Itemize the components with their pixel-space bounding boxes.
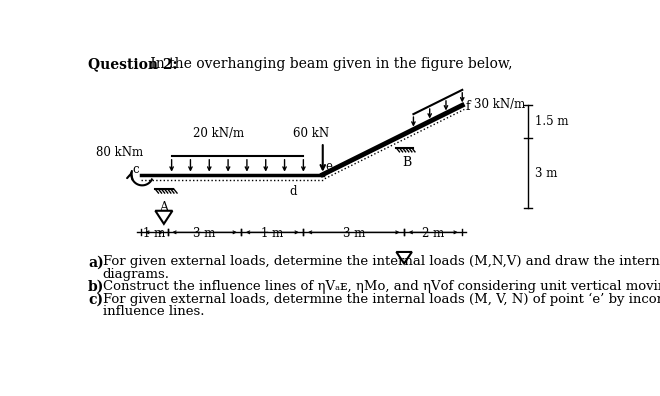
Text: For given external loads, determine the internal loads (M, V, N) of point ‘e’ by: For given external loads, determine the … — [103, 292, 660, 306]
Text: 2 m: 2 m — [422, 227, 444, 240]
Text: B: B — [403, 156, 412, 169]
Text: a): a) — [88, 255, 104, 269]
Text: 80 kNm: 80 kNm — [96, 146, 143, 159]
Text: f: f — [465, 100, 470, 113]
Text: Construct the influence lines of ηVₐᴇ, ηMᴏ, and ηVᴏf considering unit vertical m: Construct the influence lines of ηVₐᴇ, η… — [103, 280, 660, 293]
Text: 3 m: 3 m — [193, 227, 216, 240]
Text: 20 kN/m: 20 kN/m — [193, 127, 244, 140]
Text: In the overhanging beam given in the figure below,: In the overhanging beam given in the fig… — [146, 57, 513, 71]
Text: 1 m: 1 m — [261, 227, 284, 240]
Text: influence lines.: influence lines. — [103, 305, 204, 318]
Text: 3 m: 3 m — [343, 227, 365, 240]
Text: d: d — [290, 185, 297, 198]
Text: e: e — [326, 160, 333, 173]
Text: A: A — [159, 201, 168, 214]
Text: Question 2:: Question 2: — [88, 57, 178, 71]
Text: diagrams.: diagrams. — [103, 268, 170, 281]
Text: 3 m: 3 m — [535, 167, 558, 179]
Text: b): b) — [88, 280, 104, 294]
Text: 60 kN: 60 kN — [293, 127, 329, 140]
Text: 1 m: 1 m — [143, 227, 165, 240]
Text: c: c — [133, 163, 139, 176]
Text: For given external loads, determine the internal loads (M,N,V) and draw the inte: For given external loads, determine the … — [103, 255, 660, 268]
Text: c): c) — [88, 292, 103, 307]
Text: 30 kN/m: 30 kN/m — [474, 97, 525, 110]
Text: 1.5 m: 1.5 m — [535, 115, 569, 128]
